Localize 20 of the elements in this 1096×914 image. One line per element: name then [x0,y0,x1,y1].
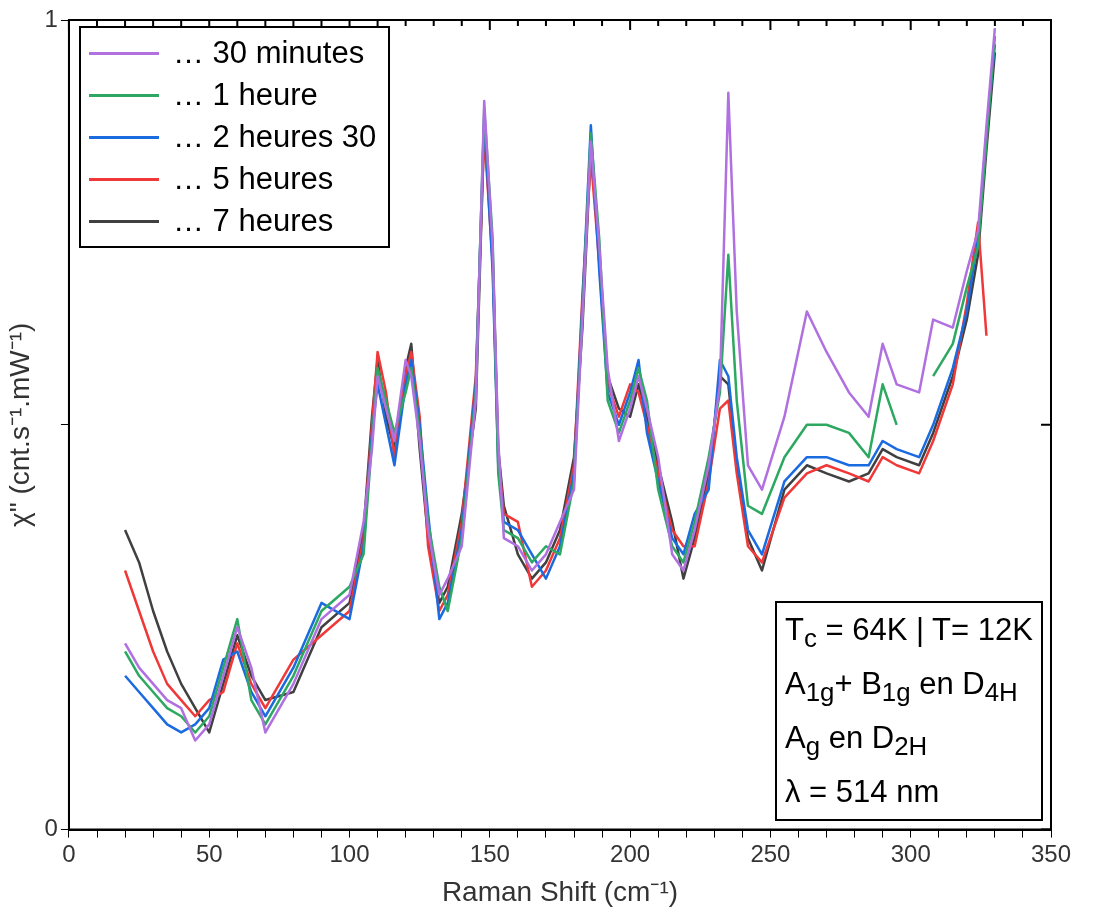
annotation: T$_{c}$ = 64K | T= 12K [785,610,1033,654]
annotation: A$_{g}$ en D$_{2H}$ [785,718,929,763]
x-tick-label: 0 [62,839,76,867]
x-axis-title: Raman Shift (cm⁻¹) [441,875,679,907]
legend-label: … 5 heures [172,160,334,198]
legend-label: … 30 minutes [172,34,365,72]
x-tick-label: 200 [610,839,651,867]
annotation: A$_{1g}$+ B$_{1g}$ en D$_{4H}$ [785,664,1019,708]
x-tick-label: 100 [329,839,370,867]
x-tick-label: 350 [1030,839,1072,867]
x-tick-label: 150 [469,839,510,867]
x-tick-label: 50 [195,839,223,867]
legend-label: … 2 heures 30 [172,118,377,156]
legend-label: … 7 heures [172,202,334,240]
y-axis-title: χ" (cnt.s⁻¹.mW⁻¹) [3,322,35,527]
annotation: λ = 514 nm [785,773,941,812]
x-tick-label: 300 [890,839,931,867]
y-tick-label: 1 [44,4,58,32]
x-tick-label: 250 [750,839,791,867]
legend-label: … 1 heure [172,76,318,114]
